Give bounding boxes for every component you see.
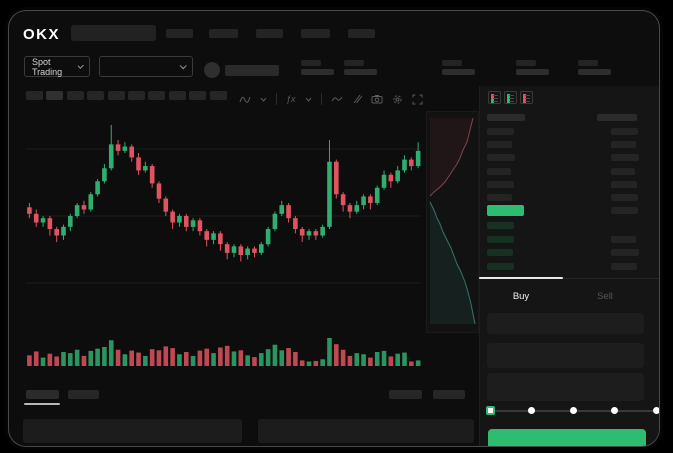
slider-stop-dot[interactable] xyxy=(528,407,535,414)
orderbook-asks-icon[interactable] xyxy=(520,91,533,104)
market-type-selector[interactable]: Spot Trading xyxy=(24,56,90,77)
bottom-active-tab-underline xyxy=(24,403,60,405)
price-input[interactable] xyxy=(487,313,644,334)
last-amount-placeholder xyxy=(611,207,638,214)
orderbook-view-switcher xyxy=(488,91,533,104)
topnav-item[interactable] xyxy=(301,29,330,38)
pair-name-placeholder xyxy=(225,65,279,76)
interval-button[interactable] xyxy=(107,91,125,100)
bottom-tab-history[interactable] xyxy=(68,390,99,399)
settings-gear-icon[interactable] xyxy=(392,94,403,105)
pair-avatar xyxy=(204,62,220,78)
slider-stop-dot[interactable] xyxy=(611,407,618,414)
ask-price-placeholder xyxy=(487,180,514,188)
app-window: OKX Spot Trading ƒx Bu xyxy=(8,10,660,447)
interval-button[interactable] xyxy=(26,91,43,100)
stat-value-placeholder xyxy=(442,69,475,75)
stat-value-placeholder xyxy=(301,69,334,75)
slider-stop-dot[interactable] xyxy=(569,407,577,414)
chevron-down-icon[interactable] xyxy=(305,96,312,103)
total-input[interactable] xyxy=(487,373,644,401)
bottom-panel-placeholder xyxy=(23,419,242,443)
buy-submit-button[interactable] xyxy=(488,429,646,446)
bid-price-placeholder xyxy=(487,222,514,229)
tab-buy[interactable]: Buy xyxy=(512,291,530,302)
ask-price-placeholder xyxy=(487,194,512,201)
bottom-action-placeholder[interactable] xyxy=(389,390,422,399)
tab-sell[interactable]: Sell xyxy=(597,291,613,302)
ask-amount-placeholder xyxy=(611,128,638,135)
bid-amount-placeholder xyxy=(611,249,639,257)
okx-logo: OKX xyxy=(23,26,61,43)
chevron-down-icon xyxy=(77,62,84,70)
topnav-item[interactable] xyxy=(256,29,283,38)
ask-amount-placeholder xyxy=(611,194,638,201)
interval-button[interactable] xyxy=(66,91,84,100)
topnav-item[interactable] xyxy=(166,29,193,38)
last-price-badge xyxy=(487,205,524,216)
orderbook-col-header xyxy=(487,114,525,121)
interval-button[interactable] xyxy=(189,91,207,100)
topnav-item[interactable] xyxy=(209,29,238,38)
ask-amount-placeholder xyxy=(611,167,635,175)
market-type-label: Spot Trading xyxy=(32,56,63,77)
pair-selector[interactable] xyxy=(99,56,193,77)
interval-button[interactable] xyxy=(168,91,186,100)
candlestick-chart[interactable] xyxy=(26,114,421,369)
ask-price-placeholder xyxy=(487,167,511,175)
interval-button[interactable] xyxy=(148,91,166,100)
amount-input[interactable] xyxy=(487,343,644,368)
bid-price-placeholder xyxy=(487,249,513,257)
ask-amount-placeholder xyxy=(611,180,637,188)
ask-price-placeholder xyxy=(487,128,514,135)
chevron-down-icon[interactable] xyxy=(260,96,267,103)
toolbar-separator xyxy=(276,93,277,105)
candle-style-icon[interactable] xyxy=(239,94,251,105)
bottom-panel-placeholder xyxy=(258,419,474,443)
stat-value-placeholder xyxy=(578,69,611,75)
line-style-icon[interactable] xyxy=(331,95,343,103)
interval-button[interactable] xyxy=(209,91,227,100)
ask-amount-placeholder xyxy=(611,154,639,162)
stat-value-placeholder xyxy=(516,69,549,75)
topnav-item[interactable] xyxy=(348,29,375,38)
stat-value-placeholder xyxy=(344,69,377,75)
depth-chart[interactable] xyxy=(427,112,478,332)
depth-chart-panel xyxy=(426,111,479,333)
toolbar-separator xyxy=(320,93,322,105)
orderbook-bids-icon[interactable] xyxy=(504,91,517,104)
bid-price-placeholder xyxy=(487,262,514,270)
stat-label-placeholder xyxy=(578,60,598,66)
chart-tools-row: ƒx xyxy=(239,93,423,105)
interval-button[interactable] xyxy=(46,91,64,100)
interval-button[interactable] xyxy=(87,91,105,100)
slider-stop-dot[interactable] xyxy=(652,407,659,414)
stat-label-placeholder xyxy=(301,60,321,66)
orderbook-col-header xyxy=(597,114,637,121)
ask-amount-placeholder xyxy=(611,141,636,149)
bid-amount-placeholder xyxy=(611,235,636,243)
ask-price-placeholder xyxy=(487,154,515,162)
indicators-icon[interactable]: ƒx xyxy=(286,94,296,104)
active-tab-indicator xyxy=(479,277,563,279)
tabs-divider xyxy=(479,278,659,279)
chevron-down-icon xyxy=(179,62,187,70)
fullscreen-icon[interactable] xyxy=(412,94,423,105)
stat-label-placeholder xyxy=(516,60,536,66)
camera-icon[interactable] xyxy=(371,94,383,104)
topnav-search-placeholder[interactable] xyxy=(71,25,156,41)
bottom-action-placeholder[interactable] xyxy=(433,390,465,399)
draw-compare-icon[interactable] xyxy=(352,94,362,104)
bid-price-placeholder xyxy=(487,235,514,243)
ask-price-placeholder xyxy=(487,141,512,149)
slider-handle[interactable] xyxy=(485,406,495,415)
bid-amount-placeholder xyxy=(611,262,637,270)
stat-label-placeholder xyxy=(344,60,364,66)
bottom-tab-orders[interactable] xyxy=(26,390,59,399)
stat-label-placeholder xyxy=(442,60,462,66)
interval-button[interactable] xyxy=(128,91,145,100)
orderbook-both-icon[interactable] xyxy=(488,91,501,104)
